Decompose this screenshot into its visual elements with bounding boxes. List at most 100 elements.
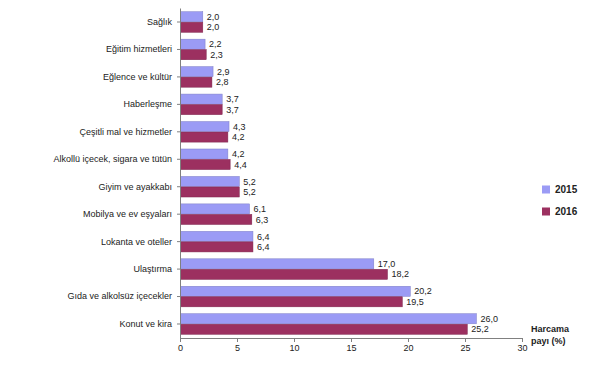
legend-swatch: [542, 186, 550, 194]
data-label: 20,2: [414, 286, 432, 296]
tick-label: 0: [178, 343, 183, 353]
tick-mark: [294, 338, 295, 342]
bars: [180, 12, 476, 335]
bar: [180, 105, 222, 115]
tick: Çeşitli mal ve hizmetler: [79, 127, 180, 137]
tick-mark: [177, 159, 180, 160]
bar: [180, 12, 203, 22]
bar-series: [180, 22, 467, 334]
tick-label: Giyim ve ayakkabı: [98, 182, 172, 192]
tick-label: 20: [403, 343, 413, 353]
tick: Lokanta ve oteller: [101, 237, 180, 247]
tick-label: 30: [517, 343, 527, 353]
data-label: 6,3: [256, 215, 269, 225]
bar: [180, 176, 239, 186]
data-label: 19,5: [406, 297, 424, 307]
bar: [180, 231, 253, 241]
bar: [180, 149, 228, 159]
data-label: 5,2: [243, 177, 256, 187]
tick-mark: [177, 186, 180, 187]
tick: Haberleşme: [123, 99, 180, 109]
legend-item: 2015: [542, 184, 578, 195]
bar: [180, 269, 387, 279]
y-axis: Sağlık Eğitim hizmetleri Eğlence ve kültür…: [53, 9, 180, 339]
tick-label: Haberleşme: [123, 99, 172, 109]
tick-mark: [465, 338, 466, 342]
data-label: 4,4: [234, 160, 247, 170]
tick-mark: [177, 76, 180, 77]
data-label: 2,2: [209, 39, 222, 49]
tick-mark: [180, 338, 181, 342]
axis-title: Harcamapayı (%): [531, 324, 570, 346]
tick: 10: [289, 338, 299, 353]
bar: [180, 132, 228, 142]
tick: Eğitim hizmetleri: [106, 44, 180, 54]
tick-label: Lokanta ve oteller: [101, 237, 172, 247]
tick: 25: [460, 338, 470, 353]
tick-mark: [237, 338, 238, 342]
bar: [180, 324, 467, 334]
data-label: 2,0: [207, 12, 220, 22]
data-label: 4,2: [232, 149, 245, 159]
data-label: 2,9: [217, 67, 230, 77]
tick-label: Konut ve kira: [119, 319, 172, 329]
bar: [180, 22, 203, 32]
data-label: 4,3: [233, 122, 246, 132]
tick: Sağlık: [147, 17, 180, 27]
plot: 2,02,22,93,74,34,25,26,16,417,020,226,02…: [53, 9, 527, 354]
data-label: 3,7: [226, 94, 239, 104]
bar: [180, 50, 206, 60]
tick-mark: [177, 104, 180, 105]
tick-mark: [408, 338, 409, 342]
data-label: 25,2: [471, 324, 489, 334]
tick-label: Eğitim hizmetleri: [106, 44, 172, 54]
tick: Mobilya ve ev eşyaları: [83, 209, 180, 219]
x-axis: 0 5 10 15 20 25 30: [178, 338, 528, 353]
data-label: 2,8: [216, 77, 229, 87]
data-label: 3,7: [226, 105, 239, 115]
tick-label: Ulaştırma: [133, 264, 172, 274]
tick: 0: [178, 338, 183, 353]
data-label: 26,0: [480, 314, 498, 324]
tick-label: Çeşitli mal ve hizmetler: [79, 127, 172, 137]
chart: 2,02,22,93,74,34,25,26,16,417,020,226,02…: [0, 0, 600, 366]
data-label: 4,2: [232, 132, 245, 142]
bar: [180, 77, 212, 87]
bar: [180, 159, 230, 169]
tick-label: Gıda ve alkolsüz içecekler: [67, 291, 172, 301]
bar: [180, 286, 410, 296]
bar: [180, 214, 252, 224]
data-label: 5,2: [243, 187, 256, 197]
tick-label: 10: [289, 343, 299, 353]
tick-mark: [177, 22, 180, 23]
tick-label: Eğlence ve kültür: [103, 72, 172, 82]
tick-label: 25: [460, 343, 470, 353]
tick-label: Mobilya ve ev eşyaları: [83, 209, 172, 219]
data-label: 17,0: [378, 259, 396, 269]
tick-label: Sağlık: [147, 17, 173, 27]
tick: 5: [235, 338, 240, 353]
tick-label: Alkollü içecek, sigara ve tütün: [53, 154, 172, 164]
tick: Konut ve kira: [119, 319, 180, 329]
legend-swatch: [542, 208, 550, 216]
data-label: 2,0: [207, 22, 220, 32]
tick-label: 15: [346, 343, 356, 353]
tick-mark: [177, 131, 180, 132]
tick: Gıda ve alkolsüz içecekler: [67, 291, 180, 301]
bar: [180, 314, 476, 324]
data-label: 6,4: [257, 242, 270, 252]
legend-label: 2016: [555, 206, 578, 217]
bar: [180, 94, 222, 104]
tick-label: 5: [235, 343, 240, 353]
tick: 20: [403, 338, 413, 353]
tick: Ulaştırma: [133, 264, 180, 274]
tick: Eğlence ve kültür: [103, 72, 180, 82]
bar: [180, 242, 253, 252]
tick-mark: [177, 214, 180, 215]
tick: Giyim ve ayakkabı: [98, 182, 180, 192]
bar: [180, 39, 205, 49]
legend: 2015 2016: [542, 184, 578, 217]
tick: Alkollü içecek, sigara ve tütün: [53, 154, 180, 164]
data-label: 18,2: [391, 269, 409, 279]
tick-mark: [177, 49, 180, 50]
